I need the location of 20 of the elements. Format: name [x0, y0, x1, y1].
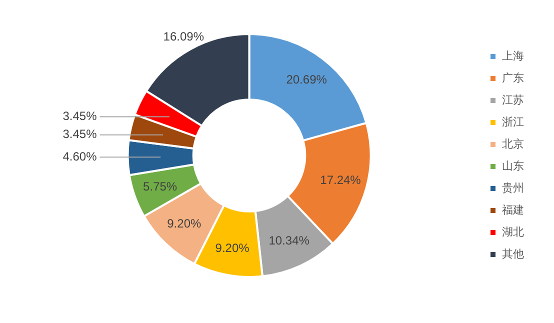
legend-label: 山东	[502, 159, 524, 172]
legend-label: 北京	[502, 137, 524, 150]
data-label: 4.60%	[62, 149, 98, 164]
data-label: 3.45%	[62, 109, 98, 124]
data-label: 5.75%	[143, 180, 178, 194]
legend-label: 上海	[502, 49, 524, 62]
legend-label: 贵州	[502, 181, 524, 194]
legend-label: 广东	[502, 71, 524, 84]
data-label: 16.09%	[163, 29, 204, 44]
legend-label: 其他	[502, 247, 524, 260]
legend-label: 江苏	[502, 93, 524, 106]
legend-label: 浙江	[502, 115, 524, 128]
data-label: 17.24%	[320, 173, 362, 188]
data-label: 9.20%	[167, 216, 202, 231]
data-label: 3.45%	[62, 127, 98, 142]
data-label: 9.20%	[215, 240, 250, 255]
legend-label: 湖北	[502, 225, 524, 238]
legend-label: 福建	[502, 203, 524, 216]
data-label: 20.69%	[286, 72, 328, 86]
data-label: 10.34%	[268, 234, 310, 248]
